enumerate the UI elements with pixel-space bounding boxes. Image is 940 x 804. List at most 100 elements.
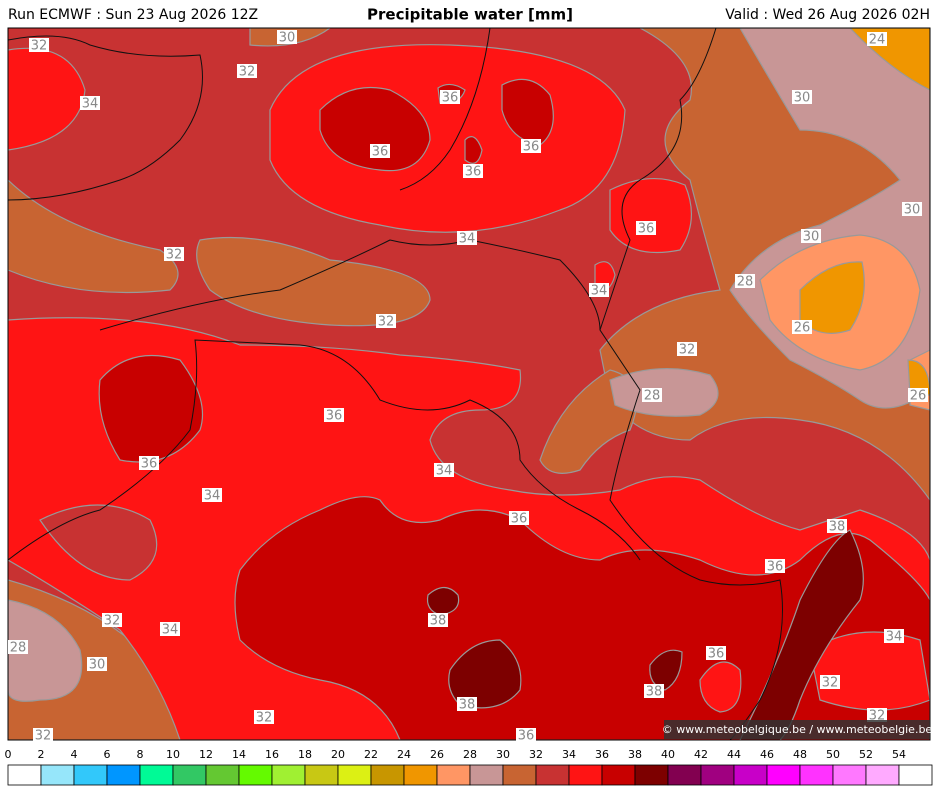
contour-label: 38 <box>459 698 476 713</box>
run-label: Run ECMWF : Sun 23 Aug 2026 12Z <box>8 7 258 23</box>
contour-label: 36 <box>465 165 482 180</box>
contour-label-box <box>706 646 726 660</box>
colorbar-tick: 54 <box>892 748 906 761</box>
contour-label: 36 <box>523 140 540 155</box>
colorbar-tick: 48 <box>793 748 807 761</box>
contour-label-box <box>8 640 28 654</box>
valid-label: Valid : Wed 26 Aug 2026 02H <box>725 7 930 23</box>
credit-box <box>664 720 930 739</box>
zone-28 <box>609 367 719 417</box>
contour-label-box <box>516 728 536 742</box>
colorbar-box <box>7 764 42 786</box>
zone-34 <box>699 661 742 713</box>
contour-label-box <box>820 675 840 689</box>
contour-label-box <box>644 684 664 698</box>
colorbar-tick: 12 <box>199 748 213 761</box>
contour-label: 34 <box>591 284 608 299</box>
colorbar-tick: 8 <box>137 748 144 761</box>
contour-label-box <box>792 320 812 334</box>
colorbar-box <box>898 764 933 786</box>
colorbar-box <box>568 764 603 786</box>
contour-label-box <box>509 511 529 525</box>
zone-24 <box>799 261 865 334</box>
contour-label: 32 <box>166 248 183 263</box>
contour-label: 36 <box>638 222 655 237</box>
colorbar-box <box>337 764 372 786</box>
colorbar-box <box>205 764 240 786</box>
colorbar-box <box>865 764 900 786</box>
contour-label-box <box>254 710 274 724</box>
colorbar-tick: 42 <box>694 748 708 761</box>
contour-label-box <box>521 139 541 153</box>
contour-label: 36 <box>518 729 535 744</box>
colorbar-box <box>700 764 735 786</box>
colorbar-box <box>535 764 570 786</box>
contour-label-box <box>376 314 396 328</box>
colorbar-box <box>172 764 207 786</box>
colorbar-box <box>73 764 108 786</box>
colorbar-box <box>634 764 669 786</box>
contour-label-box <box>642 388 662 402</box>
colorbar-tick: 46 <box>760 748 774 761</box>
contour-label-box <box>463 164 483 178</box>
colorbar-tick: 10 <box>166 748 180 761</box>
contour-label-box <box>867 708 887 722</box>
contour-label: 38 <box>829 520 846 535</box>
coastline <box>399 28 491 191</box>
zone-38 <box>739 529 864 740</box>
contour-label-box <box>102 613 122 627</box>
zone-30 <box>539 369 638 474</box>
contour-label: 26 <box>794 321 811 336</box>
colorbar-box <box>799 764 834 786</box>
coastline <box>8 35 203 201</box>
colorbar-tick: 6 <box>104 748 111 761</box>
contour-label-box <box>457 697 477 711</box>
contour-label: 34 <box>886 630 903 645</box>
contour-label-box <box>801 229 821 243</box>
zone-30 <box>196 236 431 327</box>
colorbar-box <box>40 764 75 786</box>
colorbar-box <box>238 764 273 786</box>
contour-label-box <box>29 38 49 52</box>
colorbar-tick: 16 <box>265 748 279 761</box>
zone-38 <box>649 649 683 691</box>
contour-label-box <box>908 388 928 402</box>
zone-36 <box>319 86 431 172</box>
contour-label-box <box>237 64 257 78</box>
contour-label-box <box>434 463 454 477</box>
contour-label-box <box>80 96 100 110</box>
contour-label: 34 <box>459 232 476 247</box>
zone-38 <box>448 639 522 709</box>
border-line <box>99 239 601 331</box>
colorbar-box <box>733 764 768 786</box>
contour-label: 30 <box>794 91 811 106</box>
contour-label: 32 <box>31 39 48 54</box>
contour-label: 26 <box>910 389 927 404</box>
colorbar-tick: 50 <box>826 748 840 761</box>
credit: © www.meteobelgique.be / www.meteobelgie… <box>662 723 933 736</box>
colorbar-box <box>304 764 339 786</box>
contour-label: 32 <box>239 65 256 80</box>
contour-label-box <box>164 247 184 261</box>
contour-label-box <box>677 342 697 356</box>
contour-label: 32 <box>256 711 273 726</box>
contour-label: 28 <box>10 641 27 656</box>
zone-34 <box>609 177 693 254</box>
contour-label-box <box>202 488 222 502</box>
zone-36 <box>464 136 483 164</box>
contour-label: 34 <box>204 489 221 504</box>
title: Precipitable water [mm] <box>367 6 573 24</box>
contour-label-box <box>33 728 53 742</box>
colorbar-tick: 32 <box>529 748 543 761</box>
colorbar-tick: 4 <box>71 748 78 761</box>
contour-label-box <box>440 90 460 104</box>
colorbar-box <box>832 764 867 786</box>
contour-label: 30 <box>279 31 296 46</box>
zone-36 <box>234 496 930 740</box>
contour-label: 28 <box>737 275 754 290</box>
contour-label: 30 <box>89 658 106 673</box>
contour-label-box <box>867 32 887 46</box>
contour-label: 32 <box>822 676 839 691</box>
contour-label: 32 <box>869 709 886 724</box>
